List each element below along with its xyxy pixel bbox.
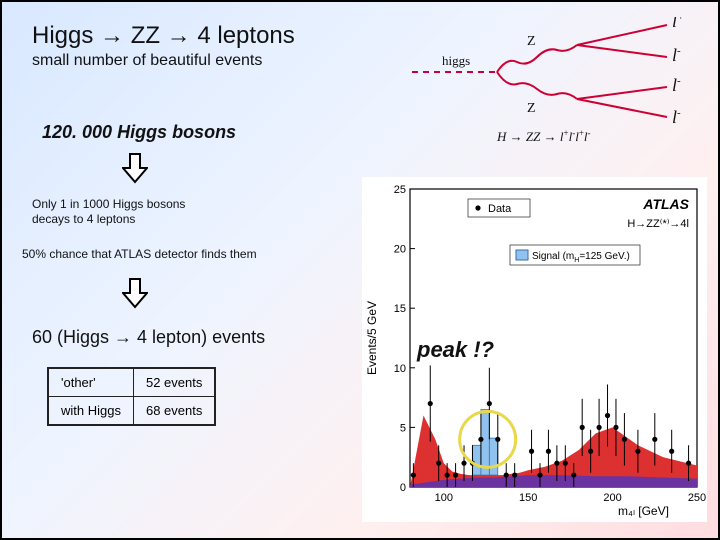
svg-text:H→ZZ⁽*⁾→4l: H→ZZ⁽*⁾→4l [627,218,689,230]
svg-text:100: 100 [435,492,453,504]
svg-text:0: 0 [400,482,406,494]
svg-text:Events/5 GeV: Events/5 GeV [365,301,379,375]
table-row: 'other'52 events [48,368,215,397]
svg-text:m₄ₗ [GeV]: m₄ₗ [GeV] [618,504,669,518]
down-arrow-icon [122,277,148,311]
svg-text:150: 150 [519,492,537,504]
svg-text:l-: l- [672,75,681,95]
decay-note: Only 1 in 1000 Higgs bosonsdecays to 4 l… [32,197,185,227]
svg-text:5: 5 [400,422,406,434]
page-subtitle: small number of beautiful events [32,52,295,70]
svg-text:200: 200 [603,492,621,504]
svg-text:higgs: higgs [442,53,470,68]
svg-text:20: 20 [394,244,406,256]
peak-label: peak !? [417,337,494,363]
feynman-diagram: higgs Z Z l+ l- l- l- H → ZZ → l+l-l+l- [407,17,707,147]
svg-text:10: 10 [394,363,406,375]
svg-text:Z: Z [527,34,536,49]
table-row: with Higgs68 events [48,397,215,426]
events-table: 'other'52 events with Higgs68 events [47,367,216,426]
mass-spectrum-chart: Events/5 GeV m₄ₗ [GeV] 0 5 10 15 20 25 100 150 200… [362,177,707,522]
svg-text:l-: l- [672,45,681,65]
svg-text:l-: l- [672,107,681,127]
detector-note: 50% chance that ATLAS detector finds the… [22,247,257,261]
svg-text:Data: Data [488,203,512,215]
svg-text:H → ZZ → l+l-l+l-: H → ZZ → l+l-l+l- [496,128,591,144]
svg-text:25: 25 [394,184,406,196]
higgs-count: 120. 000 Higgs bosons [42,122,236,143]
page-title: Higgs → ZZ → 4 leptons [32,22,295,50]
down-arrow-icon [122,152,148,186]
svg-text:l+: l+ [672,17,684,31]
svg-text:250: 250 [688,492,706,504]
svg-text:ATLAS: ATLAS [642,196,689,212]
result-count: 60 (Higgs → 4 lepton) events [32,327,265,348]
svg-text:Z: Z [527,101,536,116]
svg-text:15: 15 [394,303,406,315]
